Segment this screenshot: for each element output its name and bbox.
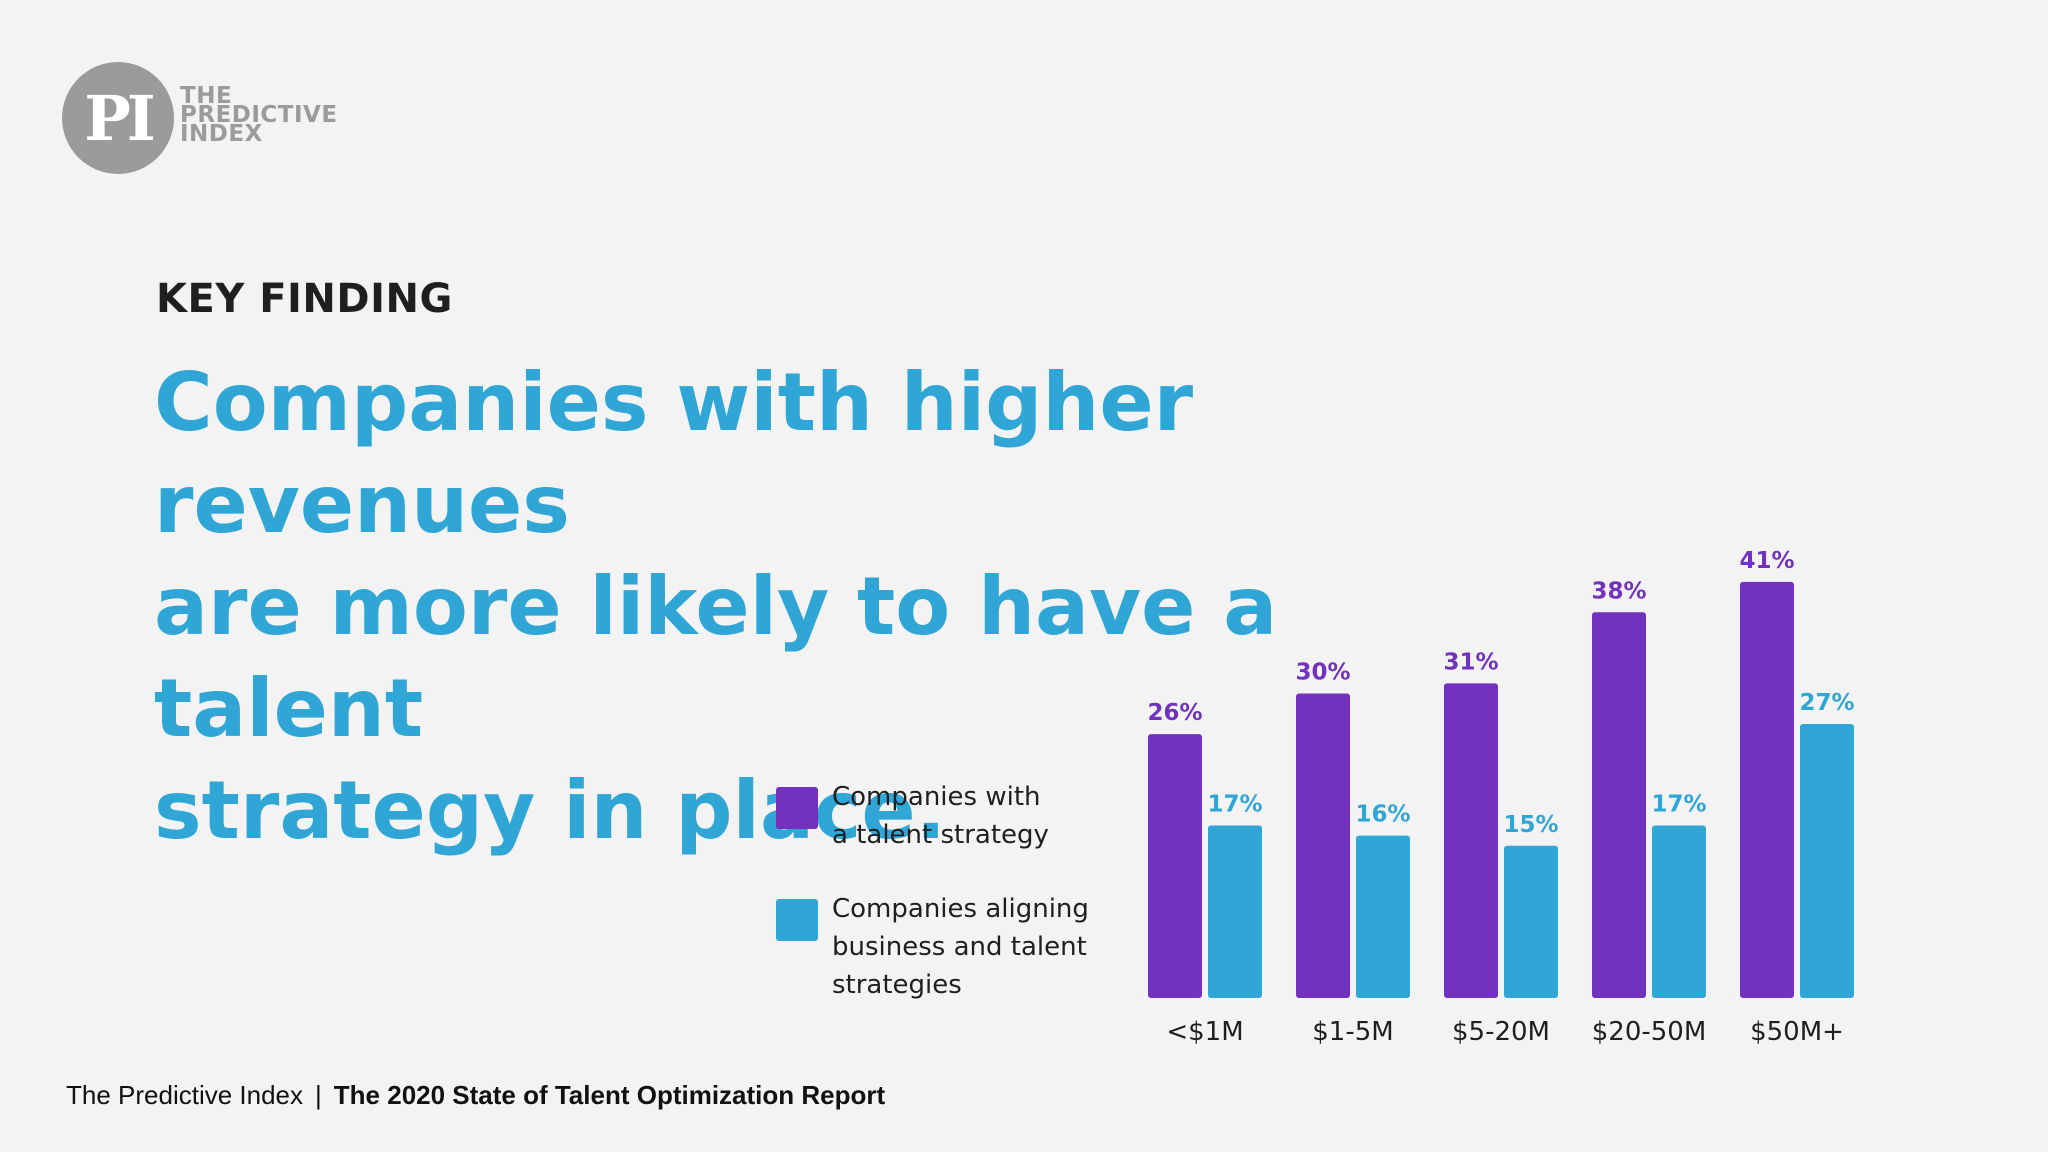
revenue-bar-chart: 26% 17% <$1M 30% 16% $1-5M 31% 15% $5-20M 38% 17% $… [1147, 548, 1854, 1047]
data-label-aligning-strategies-2: 15% [1503, 812, 1558, 838]
category-label-0: <$1M [1166, 1017, 1243, 1047]
bar-aligning-strategies-4 [1800, 723, 1854, 998]
data-label-talent-strategy-0: 26% [1147, 700, 1202, 726]
category-label-3: $20-50M [1592, 1017, 1707, 1047]
legend-label: Companies with a talent strategy [832, 778, 1092, 854]
bar-talent-strategy-1 [1296, 693, 1350, 998]
legend-item-aligning-strategies: Companies aligning business and talent s… [776, 890, 1106, 1004]
footer-separator: | [315, 1080, 322, 1110]
footer-brand: The Predictive Index [66, 1080, 304, 1110]
legend-item-talent-strategy: Companies with a talent strategy [776, 778, 1106, 854]
legend-label-line: strategies [832, 970, 962, 1000]
chart-legend: Companies with a talent strategy Compani… [776, 778, 1106, 1040]
key-finding-label: KEY FINDING [156, 276, 453, 322]
bar-aligning-strategies-0 [1208, 825, 1262, 998]
data-label-talent-strategy-1: 30% [1295, 660, 1350, 686]
bar-talent-strategy-3 [1592, 612, 1646, 998]
logo-wordmark: THE PREDICTIVE INDEX [180, 82, 338, 147]
bar-aligning-strategies-1 [1356, 835, 1410, 998]
bar-talent-strategy-0 [1148, 734, 1202, 998]
data-label-aligning-strategies-3: 17% [1651, 791, 1706, 817]
legend-label-line: Companies aligning [832, 894, 1089, 924]
bar-talent-strategy-4 [1740, 581, 1794, 998]
pi-logo-mark: PI [62, 62, 174, 174]
brand-logo: PI THE PREDICTIVE INDEX [62, 62, 338, 174]
headline: Companies with higher revenues are more … [154, 352, 1554, 862]
bar-talent-strategy-2 [1444, 683, 1498, 998]
legend-label-line: Companies with [832, 782, 1041, 812]
footer-report-title: The 2020 State of Talent Optimization Re… [333, 1080, 886, 1110]
logo-line-1: THE [180, 82, 233, 109]
legend-swatch-blue [776, 899, 818, 941]
bar-aligning-strategies-2 [1504, 845, 1558, 998]
footer: The Predictive Index | The 2020 State of T… [66, 1080, 885, 1111]
data-label-talent-strategy-3: 38% [1591, 578, 1646, 604]
data-label-talent-strategy-2: 31% [1443, 649, 1498, 675]
data-label-aligning-strategies-4: 27% [1799, 690, 1854, 716]
bar-aligning-strategies-3 [1652, 825, 1706, 998]
logo-line-3: INDEX [180, 120, 263, 147]
headline-line-2: are more likely to have a talent [154, 560, 1278, 755]
legend-label: Companies aligning business and talent s… [832, 890, 1092, 1004]
legend-label-line: business and talent [832, 932, 1087, 962]
category-label-2: $5-20M [1452, 1017, 1550, 1047]
legend-swatch-purple [776, 787, 818, 829]
logo-line-2: PREDICTIVE [180, 101, 338, 128]
legend-label-line: a talent strategy [832, 820, 1049, 850]
headline-line-1: Companies with higher revenues [154, 356, 1194, 551]
data-label-aligning-strategies-1: 16% [1355, 802, 1410, 828]
data-label-talent-strategy-4: 41% [1739, 548, 1794, 574]
category-label-4: $50M+ [1750, 1017, 1844, 1047]
category-label-1: $1-5M [1312, 1017, 1393, 1047]
data-label-aligning-strategies-0: 17% [1207, 791, 1262, 817]
